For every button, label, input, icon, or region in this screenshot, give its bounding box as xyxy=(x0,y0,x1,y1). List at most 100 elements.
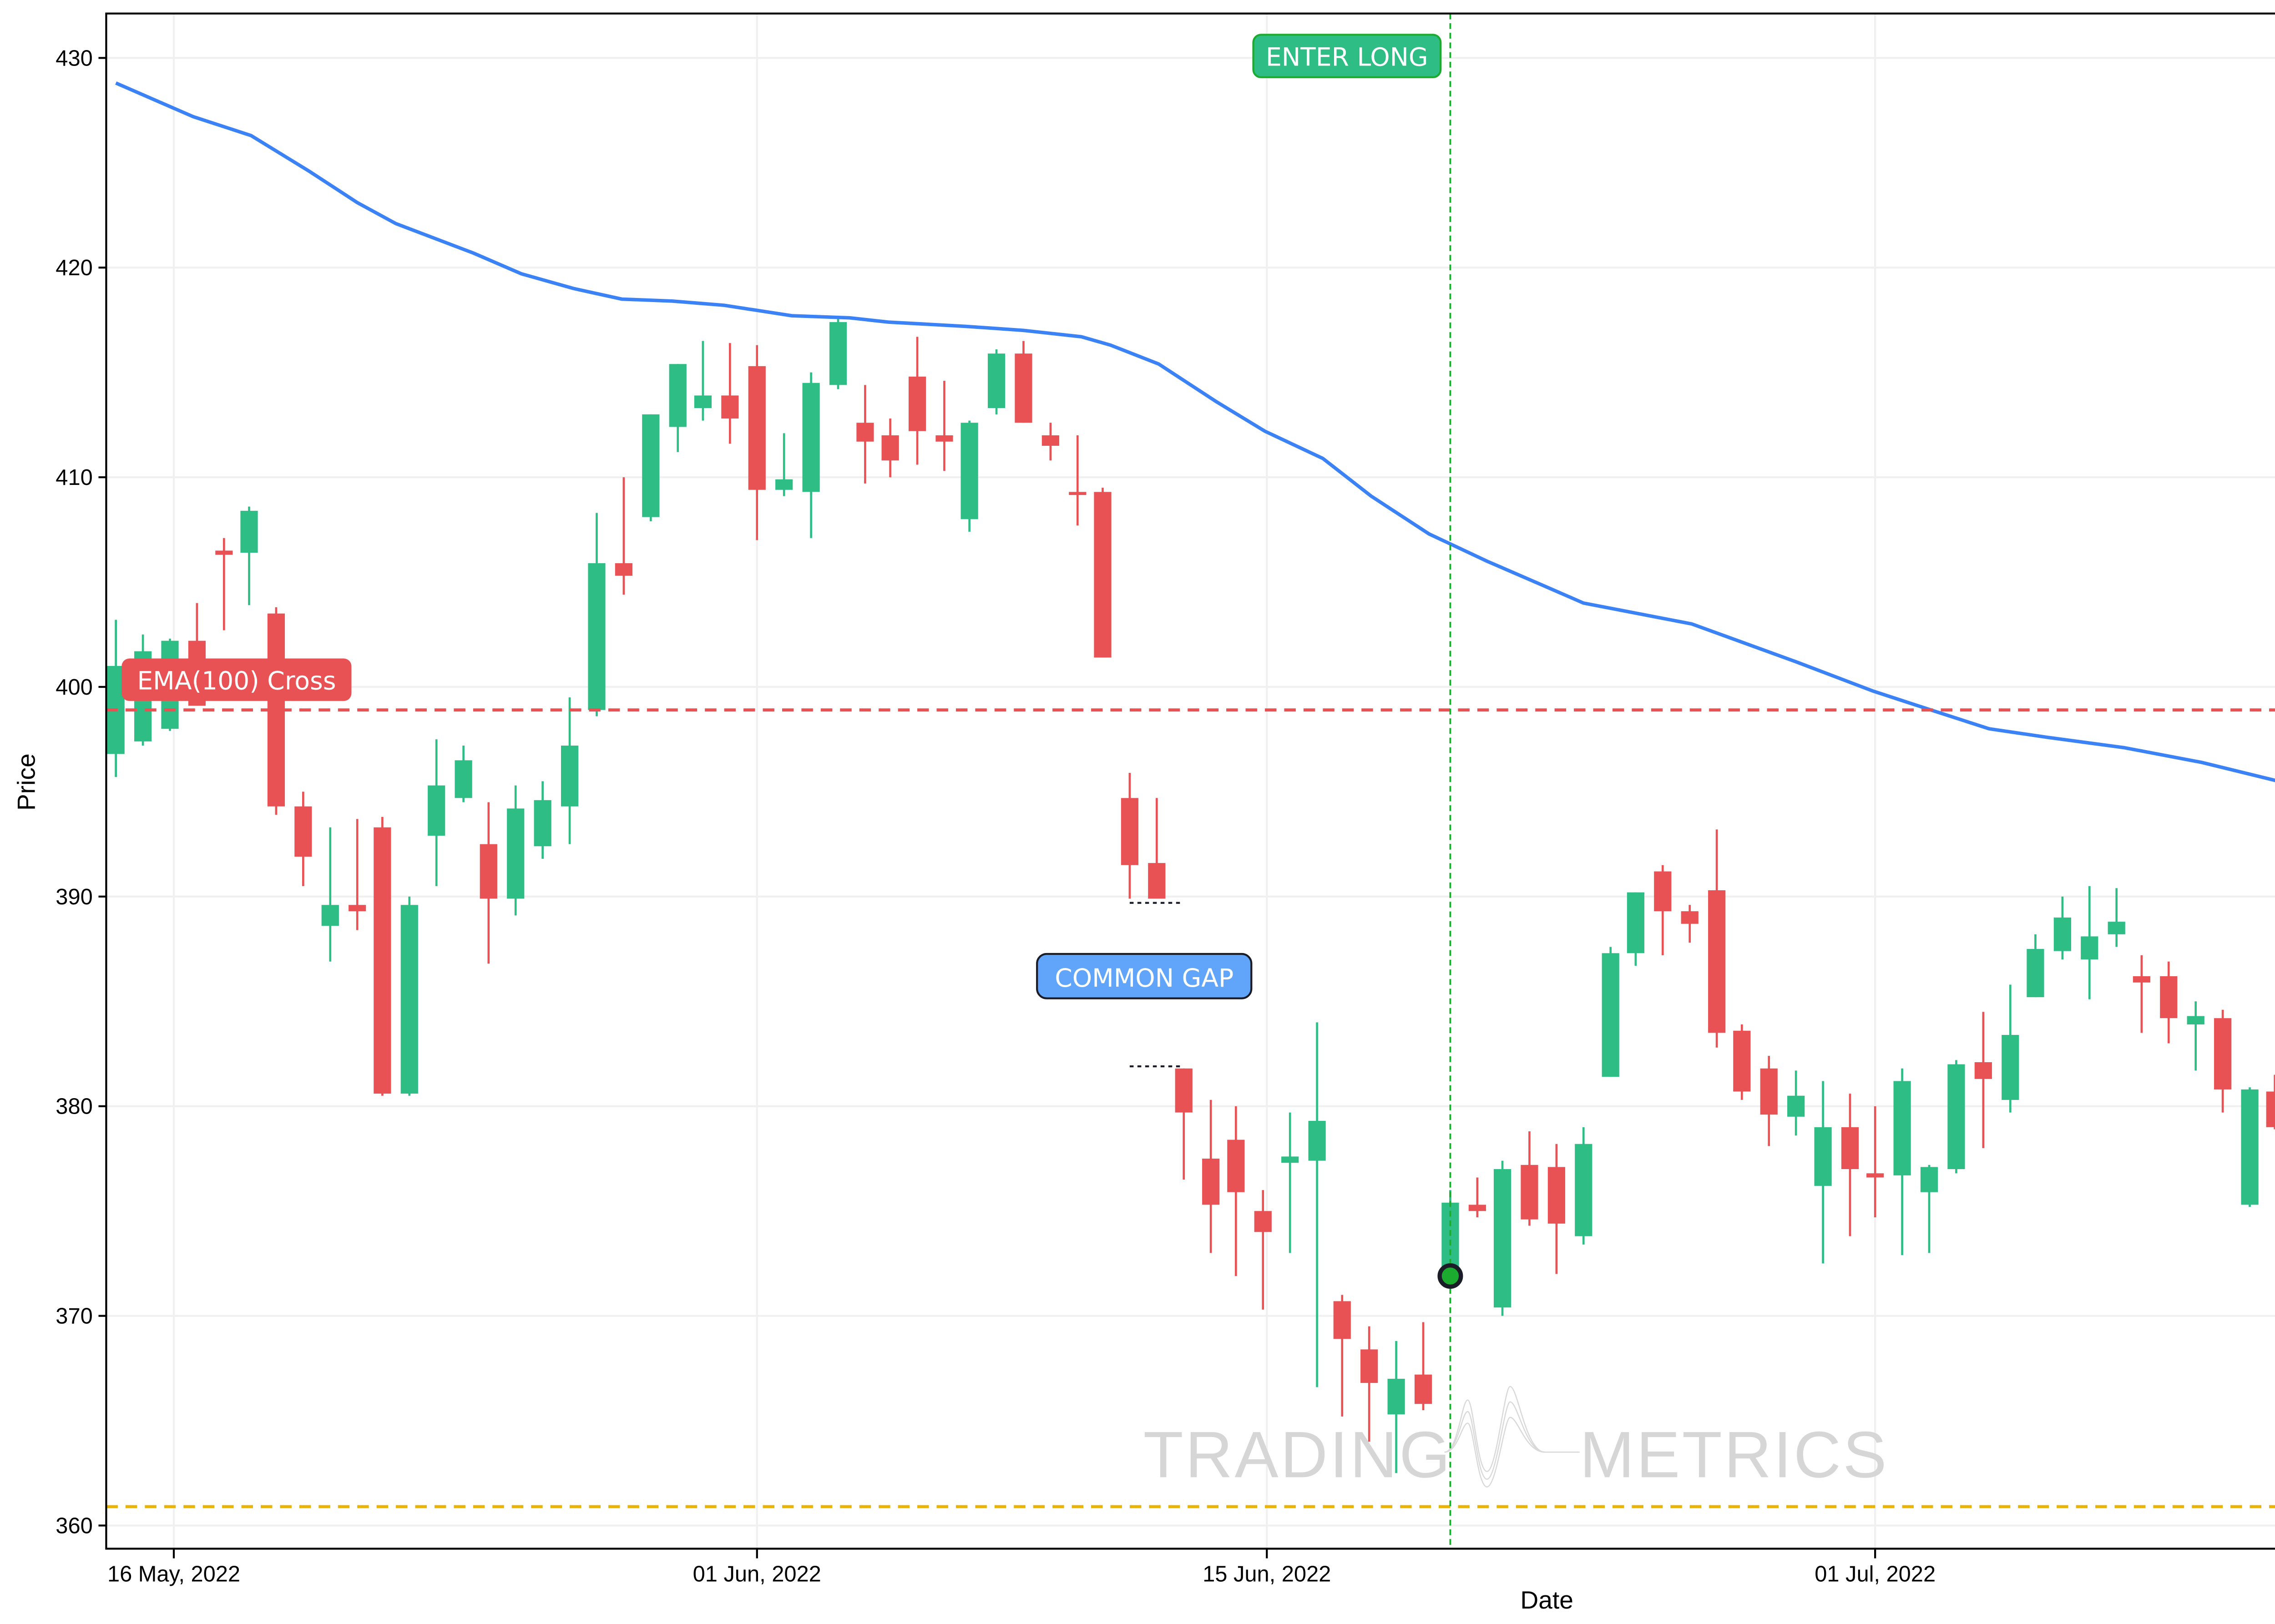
candle xyxy=(534,781,551,859)
candle xyxy=(2002,984,2019,1113)
candle xyxy=(829,318,847,389)
candle xyxy=(2053,896,2071,960)
x-axis-title: Date xyxy=(1520,1586,1573,1614)
y-tick-label: 390 xyxy=(56,885,92,909)
candle xyxy=(1414,1322,1432,1411)
ema-100-line xyxy=(115,81,2275,782)
y-tick-label: 370 xyxy=(56,1304,92,1329)
ema-cross-badge: EMA(100) Cross xyxy=(121,658,352,701)
candle xyxy=(1468,1177,1486,1218)
candle xyxy=(775,433,793,496)
y-tick-label: 380 xyxy=(56,1094,92,1119)
y-tick-label: 400 xyxy=(56,675,92,700)
candle xyxy=(321,827,339,962)
candle xyxy=(1893,1068,1911,1255)
candle xyxy=(1121,772,1138,899)
candle xyxy=(480,802,497,964)
candle xyxy=(615,477,632,595)
candle xyxy=(588,513,606,716)
candle xyxy=(1575,1127,1592,1245)
candle xyxy=(1521,1131,1538,1226)
watermark: TRADING METRICS xyxy=(1143,1386,1889,1491)
candle xyxy=(294,792,312,886)
candle xyxy=(1733,1024,1751,1100)
candle xyxy=(1148,798,1166,899)
candle xyxy=(2108,888,2125,947)
candle xyxy=(1654,865,1672,955)
candle xyxy=(1974,1012,1992,1148)
candle xyxy=(881,419,899,478)
candle xyxy=(908,337,926,465)
x-axis: 16 May, 2022 01 Jun, 2022 15 Jun, 2022 01 J… xyxy=(107,1548,1936,1587)
watermark-left-text: TRADING xyxy=(1143,1417,1452,1491)
candle xyxy=(1760,1056,1778,1146)
ema-cross-label: EMA(100) Cross xyxy=(137,666,336,696)
candle xyxy=(642,414,660,521)
candle xyxy=(1602,947,1619,1077)
candle xyxy=(1627,892,1644,966)
x-tick-label: 15 Jun, 2022 xyxy=(1203,1562,1331,1587)
candle xyxy=(1254,1190,1272,1310)
candle xyxy=(374,817,391,1096)
candle xyxy=(2081,886,2098,999)
candle xyxy=(694,341,712,421)
candle xyxy=(349,819,366,930)
enter-long-badge: ENTER LONG xyxy=(1252,34,1442,78)
candle xyxy=(1708,829,1726,1048)
candle xyxy=(856,385,874,484)
candle xyxy=(1015,341,1032,423)
candle xyxy=(1333,1295,1351,1417)
candle xyxy=(1547,1144,1565,1274)
candle xyxy=(1202,1099,1220,1253)
candle xyxy=(400,896,418,1096)
candle xyxy=(987,349,1006,414)
candle xyxy=(1493,1160,1512,1316)
x-tick-label: 16 May, 2022 xyxy=(107,1562,240,1587)
y-axis: 360 370 380 390 400 410 420 430 xyxy=(56,46,106,1538)
candle xyxy=(1094,488,1112,658)
candle xyxy=(1281,1112,1299,1253)
candle xyxy=(721,343,739,444)
candle xyxy=(507,785,525,916)
entry-marker-icon xyxy=(1437,1263,1463,1289)
candle xyxy=(802,372,820,538)
enter-long-label: ENTER LONG xyxy=(1266,43,1428,72)
overlay-lines xyxy=(106,13,2275,1549)
x-tick-label: 01 Jun, 2022 xyxy=(693,1562,821,1587)
watermark-right-text: METRICS xyxy=(1580,1417,1889,1491)
common-gap-badge: COMMON GAP xyxy=(1036,953,1253,999)
y-tick-label: 360 xyxy=(56,1513,92,1538)
grid-lines xyxy=(106,13,2275,1549)
candle xyxy=(2241,1087,2259,1207)
candle xyxy=(561,697,579,844)
candle xyxy=(2133,955,2150,1033)
y-tick-label: 410 xyxy=(56,465,92,490)
candle xyxy=(1681,905,1699,943)
candle xyxy=(1360,1326,1378,1442)
trade-markers xyxy=(1437,1263,1463,1289)
x-tick-label: 01 Jul, 2022 xyxy=(1815,1562,1936,1587)
candle xyxy=(428,739,445,886)
candle xyxy=(1175,1068,1193,1180)
candle xyxy=(1387,1341,1405,1473)
common-gap-label: COMMON GAP xyxy=(1055,964,1234,993)
candle xyxy=(1841,1094,1859,1236)
candle xyxy=(1041,423,1059,461)
candle xyxy=(1308,1022,1326,1387)
candle xyxy=(2214,1009,2232,1113)
candle xyxy=(1814,1081,1832,1264)
candle xyxy=(2187,1001,2204,1071)
candle xyxy=(669,364,687,452)
candle xyxy=(2027,934,2044,998)
waveform-logo-icon xyxy=(1444,1386,1580,1488)
candle xyxy=(748,345,766,540)
candle xyxy=(1069,435,1087,526)
candle xyxy=(2160,961,2178,1044)
candle xyxy=(935,381,953,471)
y-tick-label: 420 xyxy=(56,256,92,280)
y-tick-label: 430 xyxy=(56,46,92,71)
plot-frame xyxy=(105,12,2275,1550)
candle xyxy=(961,420,978,532)
candle xyxy=(240,506,258,605)
